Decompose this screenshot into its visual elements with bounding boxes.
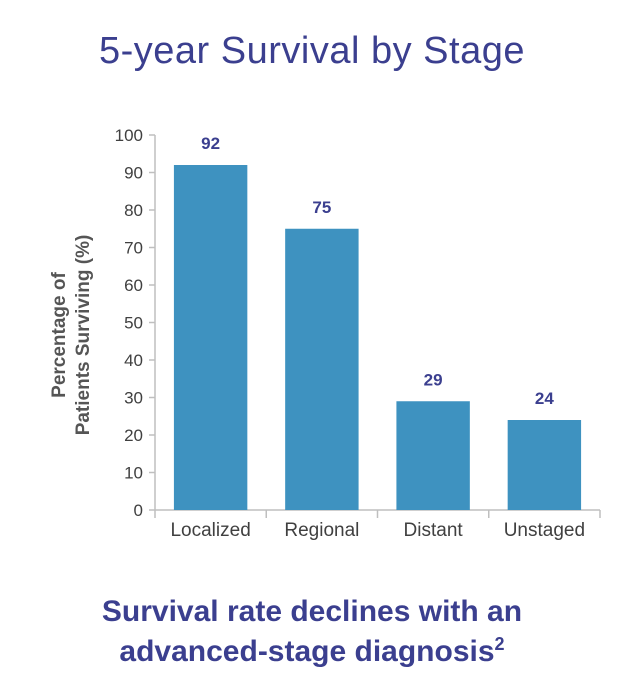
bar-chart: 0 10 20 30 40 50 60 70 80 90 100 92 Localized 75 Regio… [115,126,601,541]
bar [396,401,470,510]
bar [285,228,359,510]
y-tick-label: 80 [124,201,143,220]
data-label: 29 [424,370,443,389]
x-tick-label: Regional [284,520,359,541]
y-tick-label: 20 [124,426,143,445]
x-tick-label: Distant [404,520,464,541]
chart-title: 5-year Survival by Stage [99,30,525,72]
caption-line1: Survival rate declines with an [101,595,523,628]
data-label: 75 [312,198,331,217]
bar [173,165,248,510]
y-tick-label: 0 [134,501,143,520]
y-tick-label: 100 [115,126,143,145]
y-tick-label: 10 [124,464,143,483]
bar [507,420,582,510]
data-label: 92 [201,134,220,153]
y-tick-label: 40 [124,351,143,370]
y-tick-label: 30 [124,389,143,408]
data-label: 24 [535,389,554,408]
y-tick-label: 50 [124,314,143,333]
caption: Survival rate declines with an advanced-… [0,592,624,672]
y-tick-label: 90 [124,164,143,183]
x-tick-label: Unstaged [504,520,585,541]
x-tick-label: Localized [170,520,250,541]
caption-footnote-ref: 2 [494,634,505,654]
y-tick-label: 60 [124,276,143,295]
caption-line2: advanced-stage diagnosis2 [0,632,624,672]
caption-line2-text: advanced-stage diagnosis [119,635,495,668]
y-tick-label: 70 [124,239,143,258]
